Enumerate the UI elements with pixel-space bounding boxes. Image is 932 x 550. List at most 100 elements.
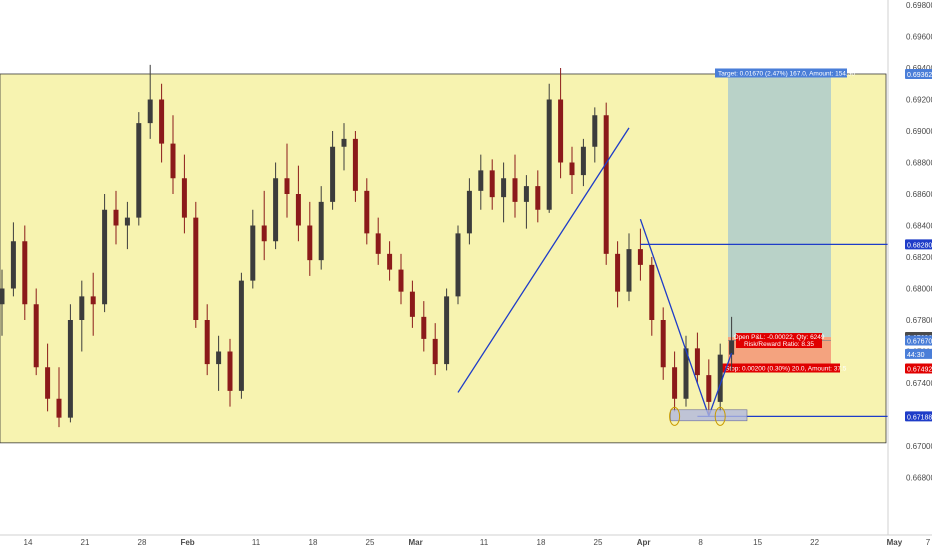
candle-body [90,296,96,305]
price-tag-bg [905,411,932,422]
candle-body [444,296,450,365]
candle-body [204,320,210,365]
target-zone [728,73,831,338]
time-tick-label: 21 [81,538,90,547]
candle-body [603,115,609,254]
candle-body [455,233,461,297]
candle-body [683,348,689,399]
target-label-bg [715,68,847,78]
candle-body [398,269,404,292]
candle-body [216,351,222,365]
price-tag-label: 0.67492 [907,367,932,374]
time-axis: 14 21 28 Feb 11 18 25 Mar 11 18 25 Apr 8 15 22 May 7 [24,538,931,547]
candle-body [352,138,358,191]
candle-body [113,209,119,226]
time-tick-label: 18 [309,538,318,547]
candle-body [124,217,130,226]
candle-body [387,253,393,270]
candle-body [489,170,495,198]
candle-body [170,143,176,179]
candle-body [193,217,199,320]
price-tag-bg [905,335,932,346]
candle-body [592,115,598,147]
price-tag-bg [905,363,932,374]
candle-body [341,138,347,147]
price-tag-label: 44:30 [907,352,925,359]
candle-body [22,241,28,305]
price-tag-bg [905,348,932,359]
candle-body [56,398,62,418]
candle-body [523,186,529,202]
stop-label-bg [722,363,840,373]
price-tag-label: 0.67188 [907,414,932,421]
time-tick-label: 25 [594,538,603,547]
candle-body [569,162,575,176]
candle-body [318,201,324,261]
candle-body [660,320,666,368]
candle-body [227,351,233,391]
candle-body [159,99,165,144]
price-tags: 0.693620.682800.676920.6767044:300.67492… [905,68,932,422]
candle-body [136,123,142,218]
highlight-ellipse [714,406,726,426]
candle-body [45,367,51,399]
candle-body [615,253,621,292]
highlight-ellipse [669,406,681,426]
price-tag-label: 0.68280 [907,242,932,249]
candle-body [501,178,507,198]
candle-body [0,288,5,305]
time-tick-label: 28 [138,538,147,547]
candle-body [330,146,336,202]
time-tick-label: 8 [698,538,703,547]
candle-body [273,178,279,242]
time-tick-label: 18 [537,538,546,547]
candle-body [432,338,438,365]
trendline [708,352,733,417]
time-tick-label: Feb [180,538,194,547]
candle-body [626,249,632,292]
trendline [457,127,630,393]
time-tick-label: 25 [366,538,375,547]
pnl-label-line2: Risk/Reward Ratio: 8.35 [744,341,814,348]
candle-body [694,348,700,376]
candle-body [375,233,381,254]
price-tick-label: 0.66800 [906,474,932,483]
candle-body [284,178,290,194]
candle-body [10,241,16,289]
price-axis-background [888,0,932,535]
drawings-layer [457,127,888,426]
candle-body [238,280,244,391]
candle-body [250,225,256,281]
price-tag-label: 0.67670 [907,338,932,345]
candle-body [67,320,73,418]
candle-body [181,178,187,218]
candle-body [717,354,723,402]
candle-body [33,304,39,368]
candle-body [466,190,472,234]
candle-body [706,375,712,402]
candle-body [535,186,541,210]
candle-body [649,264,655,320]
candle-body [364,190,370,234]
target-label: Target: 0.01670 (2.47%) 167.0, Amount: 1… [718,70,855,77]
candles-layer [0,64,735,428]
candle-body [79,296,85,320]
time-tick-label: May [887,538,903,547]
time-tick-label: 11 [480,538,489,547]
time-tick-label: 15 [753,538,762,547]
pnl-label-bg [736,333,822,349]
candle-body [409,291,415,317]
candle-body [558,99,564,163]
candle-body [546,99,552,210]
